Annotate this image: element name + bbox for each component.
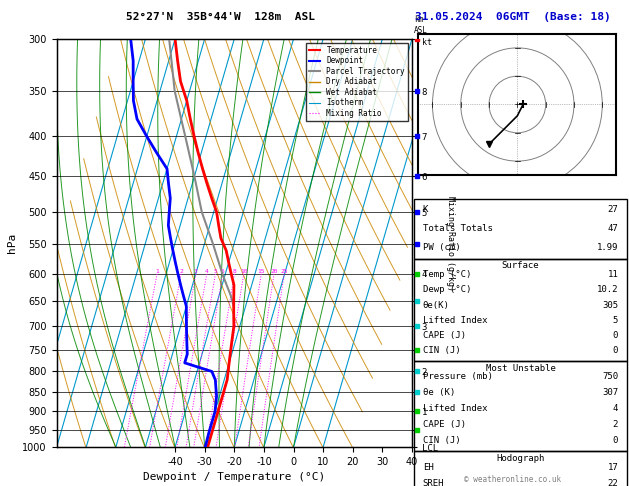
Y-axis label: Mixing Ratio (g/kg): Mixing Ratio (g/kg) xyxy=(445,195,455,291)
X-axis label: Dewpoint / Temperature (°C): Dewpoint / Temperature (°C) xyxy=(143,472,325,483)
Text: 5: 5 xyxy=(613,316,618,325)
Text: CAPE (J): CAPE (J) xyxy=(423,331,466,340)
Text: 2: 2 xyxy=(613,420,618,430)
Text: 0: 0 xyxy=(613,331,618,340)
Text: CIN (J): CIN (J) xyxy=(423,436,460,446)
Text: 8: 8 xyxy=(233,269,237,274)
Text: kt: kt xyxy=(422,38,432,47)
Text: Surface: Surface xyxy=(502,261,539,271)
Text: 52°27'N  35B°44'W  128m  ASL: 52°27'N 35B°44'W 128m ASL xyxy=(126,12,314,22)
Text: Temp (°C): Temp (°C) xyxy=(423,270,471,279)
Text: 11: 11 xyxy=(608,270,618,279)
Text: 47: 47 xyxy=(608,224,618,233)
Text: 10: 10 xyxy=(240,269,248,274)
Text: 6: 6 xyxy=(221,269,225,274)
Text: EH: EH xyxy=(423,463,433,472)
Text: Lifted Index: Lifted Index xyxy=(423,316,487,325)
Text: Pressure (mb): Pressure (mb) xyxy=(423,372,493,382)
Text: 25: 25 xyxy=(281,269,288,274)
Text: CIN (J): CIN (J) xyxy=(423,346,460,355)
Text: Lifted Index: Lifted Index xyxy=(423,404,487,414)
Text: 1.99: 1.99 xyxy=(597,243,618,252)
Y-axis label: hPa: hPa xyxy=(7,233,17,253)
Text: K: K xyxy=(423,205,428,214)
Text: 307: 307 xyxy=(602,388,618,398)
Text: θe (K): θe (K) xyxy=(423,388,455,398)
Text: 15: 15 xyxy=(257,269,265,274)
Text: 4: 4 xyxy=(613,404,618,414)
Text: 750: 750 xyxy=(602,372,618,382)
Text: 22: 22 xyxy=(608,479,618,486)
Text: 31.05.2024  06GMT  (Base: 18): 31.05.2024 06GMT (Base: 18) xyxy=(415,12,611,22)
Text: 10.2: 10.2 xyxy=(597,285,618,295)
Text: 2: 2 xyxy=(179,269,183,274)
Text: Most Unstable: Most Unstable xyxy=(486,364,555,373)
Text: Dewp (°C): Dewp (°C) xyxy=(423,285,471,295)
Legend: Temperature, Dewpoint, Parcel Trajectory, Dry Adiabat, Wet Adiabat, Isotherm, Mi: Temperature, Dewpoint, Parcel Trajectory… xyxy=(306,43,408,121)
Text: © weatheronline.co.uk: © weatheronline.co.uk xyxy=(464,474,561,484)
Text: CAPE (J): CAPE (J) xyxy=(423,420,466,430)
Text: 0: 0 xyxy=(613,436,618,446)
Text: Hodograph: Hodograph xyxy=(496,454,545,463)
Text: θe(K): θe(K) xyxy=(423,300,450,310)
Text: 1: 1 xyxy=(155,269,159,274)
Text: 5: 5 xyxy=(214,269,218,274)
Text: PW (cm): PW (cm) xyxy=(423,243,460,252)
Text: Totals Totals: Totals Totals xyxy=(423,224,493,233)
Text: 27: 27 xyxy=(608,205,618,214)
Text: SREH: SREH xyxy=(423,479,444,486)
Text: 20: 20 xyxy=(270,269,278,274)
Text: 4: 4 xyxy=(205,269,209,274)
Text: 305: 305 xyxy=(602,300,618,310)
Text: 3: 3 xyxy=(194,269,198,274)
Text: 17: 17 xyxy=(608,463,618,472)
Text: 0: 0 xyxy=(613,346,618,355)
Text: km
ASL: km ASL xyxy=(414,16,428,35)
